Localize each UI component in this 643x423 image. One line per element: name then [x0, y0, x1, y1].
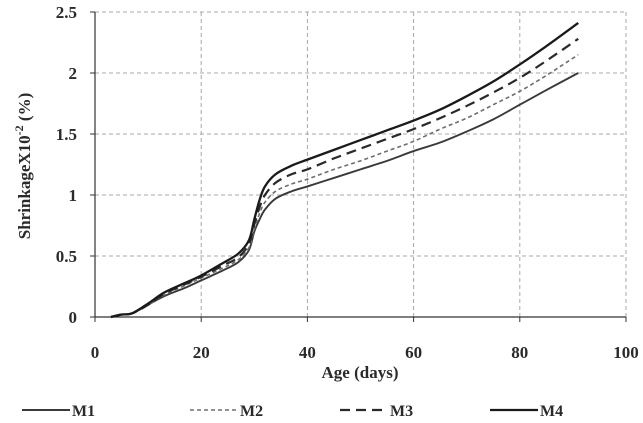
- legend-label-m1: M1: [72, 403, 95, 420]
- x-tick-label: 40: [299, 343, 316, 362]
- y-axis-title-unit: (%): [15, 93, 34, 126]
- x-tick-label: 80: [511, 343, 528, 362]
- y-tick-label: 2: [69, 64, 78, 83]
- y-axis-title-superscript: -2: [12, 125, 26, 135]
- legend-label-m2: M2: [240, 403, 263, 420]
- legend-label-m3: M3: [390, 403, 413, 420]
- series-line-m4: [110, 22, 579, 319]
- x-tick-label: 60: [405, 343, 422, 362]
- x-axis-title: Age (days): [322, 363, 399, 382]
- series-layer: [110, 22, 579, 319]
- series-line-m2: [110, 54, 579, 318]
- legend: M1 M2 M3 M4: [22, 403, 563, 420]
- y-axis-title: ShrinkageX10-2 (%): [12, 93, 34, 240]
- x-tick-label: 100: [613, 343, 639, 362]
- y-tick-label: 2.5: [56, 3, 77, 22]
- x-tick-label: 20: [193, 343, 210, 362]
- y-axis-title-main: ShrinkageX10: [15, 135, 34, 239]
- grid-lines: [95, 11, 627, 317]
- series-line-m3: [110, 37, 579, 319]
- legend-label-m4: M4: [540, 403, 563, 420]
- x-tick-label: 0: [91, 343, 100, 362]
- y-tick-label: 0.5: [56, 247, 77, 266]
- y-tick-label: 0: [69, 308, 78, 327]
- y-tick-label: 1.5: [56, 125, 77, 144]
- series-line-m1: [110, 72, 579, 318]
- y-tick-label: 1: [69, 186, 78, 205]
- tick-labels: 0 20 40 60 80 100 0 0.5 1 1.5 2 2.5: [56, 3, 639, 362]
- axes: [90, 11, 627, 322]
